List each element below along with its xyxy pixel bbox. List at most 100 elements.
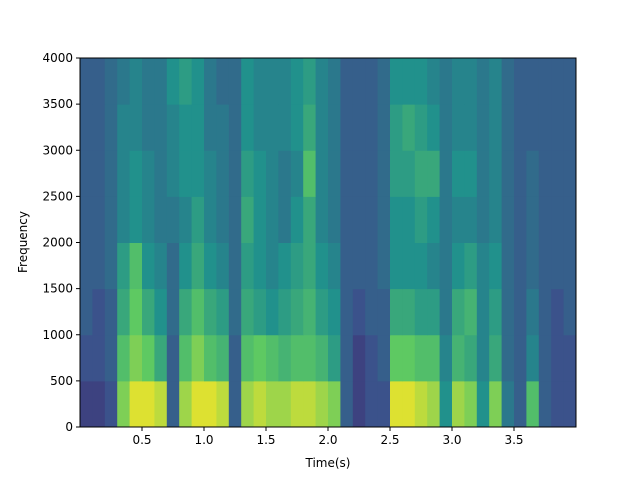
heatmap-cell bbox=[563, 380, 577, 428]
heatmap-cell bbox=[104, 242, 118, 290]
heatmap-cell bbox=[489, 242, 503, 290]
heatmap-cell bbox=[526, 150, 540, 197]
y-tick-label: 3000 bbox=[42, 143, 73, 157]
heatmap-cell bbox=[377, 58, 391, 105]
heatmap-cell bbox=[104, 334, 118, 382]
heatmap-cell bbox=[303, 196, 317, 243]
heatmap-cell bbox=[439, 104, 453, 151]
heatmap-cell bbox=[179, 242, 193, 290]
heatmap-cell bbox=[253, 196, 267, 243]
heatmap-cell bbox=[142, 380, 155, 428]
heatmap-cell bbox=[551, 196, 565, 243]
heatmap-cell bbox=[191, 242, 205, 290]
heatmap-cell bbox=[266, 334, 279, 382]
heatmap-cell bbox=[129, 196, 143, 243]
heatmap-cell bbox=[315, 150, 329, 197]
heatmap-cell bbox=[452, 104, 465, 151]
heatmap-cell bbox=[538, 380, 552, 428]
heatmap-cell bbox=[464, 196, 478, 243]
heatmap-cell bbox=[117, 150, 131, 197]
heatmap-cell bbox=[142, 150, 155, 197]
heatmap-cell bbox=[142, 104, 155, 151]
heatmap-cell bbox=[439, 380, 453, 428]
heatmap-cell bbox=[179, 288, 193, 336]
heatmap-cell bbox=[154, 380, 168, 428]
heatmap-cell bbox=[228, 58, 242, 105]
heatmap-cell bbox=[166, 288, 180, 336]
heatmap-cell bbox=[414, 58, 428, 105]
heatmap-cell bbox=[117, 288, 131, 336]
heatmap-cell bbox=[117, 196, 131, 243]
heatmap-cell bbox=[315, 58, 329, 105]
heatmap-cell bbox=[352, 104, 366, 151]
heatmap-cell bbox=[104, 196, 118, 243]
heatmap-cell bbox=[340, 58, 354, 105]
heatmap-cell bbox=[80, 380, 93, 428]
heatmap-cell bbox=[204, 150, 217, 197]
heatmap-cell bbox=[414, 104, 428, 151]
heatmap-cell bbox=[439, 288, 453, 336]
heatmap-cell bbox=[328, 380, 341, 428]
heatmap-cell bbox=[365, 334, 379, 382]
heatmap-cell bbox=[92, 288, 106, 336]
heatmap-cell bbox=[142, 242, 155, 290]
heatmap-cell bbox=[290, 196, 304, 243]
heatmap-cell bbox=[352, 288, 366, 336]
y-tick-label: 0 bbox=[65, 420, 73, 434]
heatmap-cell bbox=[142, 288, 155, 336]
heatmap-cell bbox=[303, 334, 317, 382]
heatmap-cell bbox=[216, 288, 230, 336]
heatmap-cell bbox=[228, 104, 242, 151]
heatmap-cell bbox=[538, 104, 552, 151]
heatmap-cell bbox=[551, 58, 565, 105]
heatmap-cell bbox=[191, 104, 205, 151]
heatmap-cell bbox=[303, 104, 317, 151]
heatmap-cell bbox=[452, 242, 465, 290]
heatmap-cell bbox=[402, 288, 416, 336]
heatmap-cell bbox=[563, 288, 577, 336]
heatmap-cell bbox=[390, 196, 403, 243]
heatmap-cell bbox=[303, 380, 317, 428]
heatmap-cell bbox=[253, 58, 267, 105]
heatmap-cell bbox=[228, 150, 242, 197]
heatmap-cell bbox=[427, 104, 441, 151]
heatmap-cell bbox=[191, 380, 205, 428]
heatmap-cell bbox=[501, 196, 515, 243]
heatmap-cell bbox=[278, 288, 292, 336]
y-tick-label: 1000 bbox=[42, 328, 73, 342]
heatmap-cell bbox=[514, 242, 527, 290]
heatmap-cell bbox=[340, 334, 354, 382]
heatmap-cell bbox=[476, 242, 490, 290]
heatmap-cell bbox=[266, 150, 279, 197]
heatmap-cell bbox=[501, 242, 515, 290]
heatmap-cell bbox=[303, 58, 317, 105]
heatmap-cell bbox=[340, 104, 354, 151]
heatmap-cell bbox=[216, 104, 230, 151]
heatmap-cell bbox=[538, 242, 552, 290]
heatmap-cell bbox=[377, 104, 391, 151]
heatmap-cell bbox=[452, 288, 465, 336]
watermark: 知乎 @程序员牧童 bbox=[472, 444, 597, 462]
heatmap-cell bbox=[489, 104, 503, 151]
heatmap-cell bbox=[253, 104, 267, 151]
heatmap-cell bbox=[328, 334, 341, 382]
heatmap-cell bbox=[191, 334, 205, 382]
heatmap-cell bbox=[191, 196, 205, 243]
heatmap-cell bbox=[464, 242, 478, 290]
heatmap-cell bbox=[340, 242, 354, 290]
heatmap-cell bbox=[427, 288, 441, 336]
heatmap-cell bbox=[191, 58, 205, 105]
heatmap-cell bbox=[204, 334, 217, 382]
heatmap-cell bbox=[402, 380, 416, 428]
heatmap-cell bbox=[439, 242, 453, 290]
heatmap-cell bbox=[414, 288, 428, 336]
y-tick-label: 2000 bbox=[42, 236, 73, 250]
heatmap-cell bbox=[315, 242, 329, 290]
x-axis-label: Time(s) bbox=[305, 456, 351, 470]
heatmap-cell bbox=[538, 196, 552, 243]
heatmap-cell bbox=[278, 334, 292, 382]
heatmap-cell bbox=[476, 288, 490, 336]
heatmap-cell bbox=[390, 58, 403, 105]
heatmap-cell bbox=[563, 242, 577, 290]
heatmap-cell bbox=[92, 104, 106, 151]
